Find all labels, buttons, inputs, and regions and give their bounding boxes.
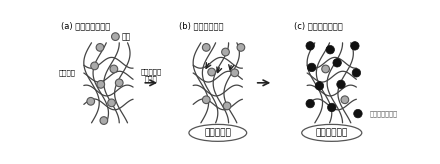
Circle shape [112,33,119,41]
Ellipse shape [189,124,247,141]
Circle shape [327,103,336,112]
Circle shape [91,62,99,70]
Text: (a) レジスト塗布後: (a) レジスト塗布後 [61,21,110,30]
Circle shape [351,42,359,50]
Circle shape [308,63,316,72]
Circle shape [231,69,238,77]
Circle shape [315,82,324,90]
Text: アルカリ水溶液: アルカリ水溶液 [370,110,397,117]
Text: 現像液の浸透: 現像液の浸透 [315,128,348,137]
Circle shape [326,45,334,54]
Circle shape [354,109,362,118]
Text: はない: はない [144,75,157,82]
Text: (c) 現像液に浸漬後: (c) 現像液に浸漬後 [293,21,342,30]
Text: (b) 真空ベーク後: (b) 真空ベーク後 [179,21,223,30]
Circle shape [223,102,231,110]
Circle shape [110,65,118,73]
Circle shape [237,44,245,51]
Circle shape [97,81,105,88]
Text: 構造の変化: 構造の変化 [140,69,161,75]
Circle shape [87,97,95,105]
Circle shape [222,48,229,56]
Circle shape [306,99,315,108]
Text: 溶媒: 溶媒 [121,32,131,41]
Ellipse shape [302,124,362,141]
Circle shape [333,59,341,67]
Circle shape [202,44,210,51]
Circle shape [337,80,345,89]
Circle shape [352,69,361,77]
Circle shape [108,99,115,107]
Text: 溶媒の蔒発: 溶媒の蔒発 [204,128,231,137]
Text: 固形成分: 固形成分 [59,70,75,76]
Circle shape [115,79,123,87]
Circle shape [322,65,330,73]
Circle shape [306,42,315,50]
Circle shape [100,117,108,124]
Circle shape [208,68,216,76]
Circle shape [341,96,349,104]
Circle shape [96,44,104,51]
Circle shape [202,96,210,104]
